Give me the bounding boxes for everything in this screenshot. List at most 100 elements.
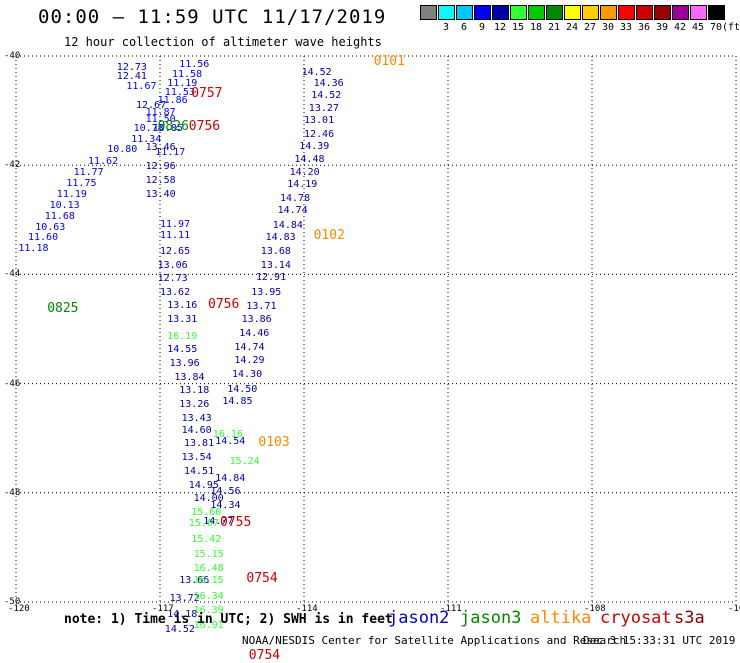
scale-swatch [636, 5, 653, 20]
scale-swatch [492, 5, 509, 20]
swh-value: 12.91 [256, 272, 287, 284]
swh-value: 10.13 [49, 199, 80, 211]
swh-value: 12.41 [116, 71, 147, 83]
swh-value: 11.11 [160, 229, 191, 241]
scale-label: 45 [691, 22, 705, 33]
scale-swatch [474, 5, 491, 20]
scale-swatch [438, 5, 455, 20]
swh-value: 14.46 [239, 328, 270, 339]
swh-value: 14.84 [215, 472, 246, 484]
swh-value: 10.78 [133, 123, 164, 135]
swh-value: 14.52 [311, 90, 342, 102]
generated-date: Dec 3 15:33:31 UTC 2019 [583, 634, 736, 647]
scale-label: 42 [673, 22, 687, 33]
swh-value: 14.50 [227, 383, 258, 395]
swh-value: 12.58 [145, 175, 176, 187]
scale-swatch [456, 5, 473, 20]
swh-value: 14.51 [184, 465, 215, 477]
swh-value: 14.48 [294, 154, 325, 166]
swh-value: 14.52 [164, 623, 195, 635]
swh-value: 14.34 [210, 499, 241, 511]
pass-time-label: 0756 [208, 297, 240, 313]
scale-label: 6 [460, 22, 468, 33]
swh-value: 15.42 [191, 534, 222, 546]
swh-value: 12.96 [145, 161, 176, 173]
swh-value: 11.97 [160, 218, 191, 230]
swh-value: 13.54 [181, 452, 212, 464]
swh-value: 11.50 [145, 113, 176, 125]
scale-label: 27 [583, 22, 597, 33]
swh-value: 11.58 [172, 68, 203, 80]
swh-value: 16.91 [193, 620, 224, 632]
swh-value: 14.83 [265, 232, 296, 244]
swh-value: 13.46 [145, 142, 176, 154]
swh-value: 14.74 [277, 205, 308, 217]
scale-label: 18 [529, 22, 543, 33]
swh-value: 14.29 [234, 355, 265, 367]
map-labels: -120 -117 -114 -111 -108 -105 -40 -42 -44 -46 -48 -… [4, 51, 740, 662]
swh-value: 12.67 [136, 100, 167, 112]
swh-value: 11.56 [179, 59, 210, 71]
legend-jason2: jason2 [388, 608, 450, 628]
swh-value: 12.46 [304, 128, 335, 140]
swh-value: 13.84 [174, 371, 205, 383]
scale-label: 39 [655, 22, 669, 33]
swh-value: 15.24 [229, 456, 260, 468]
swh-value: 14.20 [289, 166, 320, 178]
scale-label: 21 [547, 22, 561, 33]
swh-value: 13.40 [145, 188, 176, 200]
scale-swatch [600, 5, 617, 20]
pass-time-label: 0754 [248, 648, 281, 663]
swh-value: 13.96 [169, 358, 200, 370]
swh-value: 12.65 [160, 246, 191, 258]
scale-label: 3 [442, 22, 450, 33]
scale-label: 36 [637, 22, 651, 33]
swh-value: 14.54 [215, 436, 246, 448]
swh-value: 11.34 [131, 134, 162, 146]
swh-value: 10.85 [152, 123, 183, 135]
legend-s3a: s3a [674, 608, 705, 628]
longitude-tick-label: -120 [8, 604, 30, 614]
legend-altika: altika [530, 608, 592, 628]
longitude-tick-label: -114 [296, 604, 318, 614]
swh-value: 16.16 [212, 429, 243, 440]
swh-value: 11.77 [73, 166, 104, 178]
swh-value: 16.39 [193, 605, 224, 617]
swh-value: 16.19 [167, 330, 198, 342]
legend-jason3: jason3 [460, 608, 522, 628]
swh-value: 11.68 [44, 210, 75, 222]
scale-swatch [528, 5, 545, 20]
swh-value: 13.01 [304, 115, 335, 127]
swh-value: 14.95 [188, 479, 219, 491]
latitude-tick-label: -42 [4, 160, 21, 171]
swh-value: 13.66 [179, 574, 210, 586]
swh-value: 14.60 [181, 425, 212, 437]
swh-value: 14.84 [272, 219, 303, 231]
pass-time-label: 0756 [188, 118, 221, 134]
scale-swatch [618, 5, 635, 20]
swh-value: 14.19 [287, 179, 318, 191]
swh-value: 15.07 [188, 518, 219, 529]
swh-value: 14.78 [280, 192, 311, 204]
swh-value: 14.55 [167, 344, 198, 356]
swh-value: 11.18 [18, 243, 49, 255]
pass-time-label: 0757 [191, 85, 223, 101]
scale-unit: (ft) [721, 22, 740, 33]
longitude-tick-label: -111 [440, 604, 462, 614]
pass-time-label: 0101 [373, 54, 405, 70]
latitude-tick-label: -46 [4, 378, 21, 389]
swh-value: 14.36 [313, 77, 344, 89]
longitude-tick-label: -105 [728, 604, 740, 614]
scale-swatch [546, 5, 563, 20]
swh-value: 13.26 [179, 398, 210, 410]
swh-value: 11.19 [167, 77, 198, 89]
pass-time-label: 0754 [246, 570, 278, 586]
swh-value: 11.62 [88, 156, 119, 167]
swh-value: 13.14 [260, 259, 291, 271]
swh-value: 12.73 [116, 61, 147, 73]
credit-text: NOAA/NESDIS Center for Satellite Applica… [242, 634, 627, 647]
pass-time-label: 0102 [313, 227, 345, 243]
page-subtitle: 12 hour collection of altimeter wave hei… [64, 35, 382, 49]
swh-value: 14.18 [167, 609, 198, 621]
swh-value: 13.43 [181, 412, 212, 424]
